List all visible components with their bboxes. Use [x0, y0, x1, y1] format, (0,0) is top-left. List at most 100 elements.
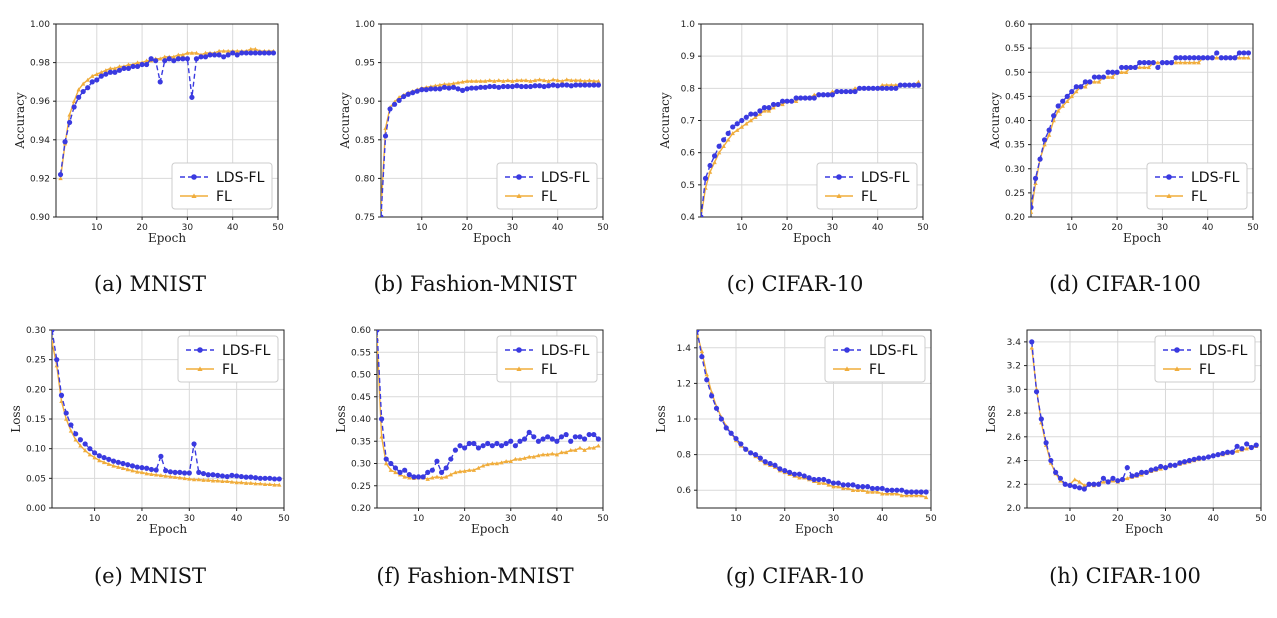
data-point [116, 464, 121, 469]
data-point [87, 452, 93, 457]
data-point [793, 95, 799, 101]
data-point [591, 445, 596, 450]
data-point [880, 491, 885, 496]
data-point [401, 93, 407, 100]
data-point [572, 434, 578, 440]
data-point [54, 357, 60, 363]
data-point [1187, 60, 1192, 65]
x-tick-label: 40 [877, 514, 889, 524]
y-axis-label: Accuracy [338, 92, 352, 149]
chart-caption: (c) CIFAR-10 [726, 272, 864, 296]
y-tick-label: 0.15 [26, 415, 46, 425]
data-point [1092, 79, 1097, 84]
data-point [834, 88, 840, 95]
data-point [391, 101, 398, 107]
y-tick-label: 1.0 [681, 20, 696, 30]
data-point [517, 456, 523, 461]
data-point [772, 462, 778, 468]
plot-frame [1030, 23, 1254, 218]
data-point [1064, 93, 1070, 99]
data-point [1201, 455, 1207, 461]
data-point [139, 465, 145, 471]
data-point [826, 478, 832, 484]
data-point [471, 440, 477, 447]
data-point [82, 448, 88, 453]
data-point [68, 422, 74, 428]
y-tick-label: 0.50 [351, 371, 371, 381]
data-point [508, 438, 514, 444]
y-tick-label: 0.96 [30, 97, 50, 107]
data-point [1031, 209, 1034, 214]
data-point [120, 460, 126, 467]
data-point [221, 54, 227, 60]
data-point [723, 425, 729, 431]
series-ldsfl [52, 330, 282, 482]
data-point [485, 462, 490, 467]
data-point [1236, 50, 1243, 56]
data-point [1110, 475, 1116, 481]
y-tick-label: 0.8 [681, 84, 696, 94]
data-point [757, 455, 763, 461]
data-point [1041, 137, 1048, 143]
data-point [1214, 50, 1220, 56]
data-point [743, 114, 749, 120]
data-point [1224, 449, 1231, 455]
data-point [1082, 483, 1087, 488]
x-tick-label: 40 [1208, 514, 1220, 524]
data-point [1031, 204, 1034, 210]
series-ldsfl [697, 330, 929, 495]
data-point [248, 474, 254, 480]
data-point [248, 46, 254, 51]
chart-caption: (f) Fashion-MNIST [376, 564, 574, 588]
data-point [210, 472, 216, 478]
data-point [889, 487, 895, 493]
legend-label-fl: FL [222, 362, 238, 378]
legend-swatch-marker [516, 366, 522, 371]
data-point [462, 445, 468, 451]
data-point [541, 78, 547, 83]
data-point [428, 86, 434, 92]
data-point [106, 456, 112, 462]
data-point [238, 473, 244, 480]
data-point [441, 84, 448, 90]
data-point [210, 478, 216, 483]
y-tick-label: 0.60 [1005, 20, 1025, 30]
data-point [1055, 108, 1061, 113]
data-point [410, 90, 416, 96]
data-point [414, 88, 420, 94]
data-point [509, 83, 515, 90]
data-point [550, 451, 555, 456]
data-point [1139, 469, 1145, 475]
data-point [1220, 450, 1226, 457]
data-point [1150, 60, 1156, 66]
data-point [826, 482, 831, 487]
data-point [840, 482, 846, 488]
data-point [57, 171, 64, 178]
x-tick-label: 30 [827, 223, 839, 233]
x-axis-label: Epoch [1123, 231, 1161, 245]
data-point [721, 137, 727, 143]
data-point [568, 83, 574, 89]
chart-svg: 0.90 0.92 0.94 0.96 0.98 1.00 10 20 30 40 50 Epoch A… [13, 20, 284, 245]
data-point [875, 489, 880, 494]
series-fl [52, 339, 282, 487]
y-tick-label: 0.30 [351, 460, 371, 470]
data-point [180, 52, 186, 57]
data-point [894, 487, 900, 493]
y-tick-label: 0.55 [1005, 44, 1025, 54]
data-point [1123, 70, 1129, 75]
data-point [1042, 142, 1047, 147]
data-point [1214, 55, 1219, 60]
data-point [1246, 55, 1251, 60]
data-point [850, 482, 856, 488]
y-tick-label: 0.9 [681, 52, 696, 62]
data-point [1196, 55, 1202, 61]
plot-frame [55, 23, 279, 218]
y-tick-label: 1.0 [677, 415, 692, 425]
data-point [126, 62, 131, 67]
data-point [843, 88, 849, 95]
data-point [1038, 416, 1044, 422]
data-point [172, 474, 178, 479]
data-point [182, 476, 187, 481]
data-point [1100, 475, 1107, 481]
